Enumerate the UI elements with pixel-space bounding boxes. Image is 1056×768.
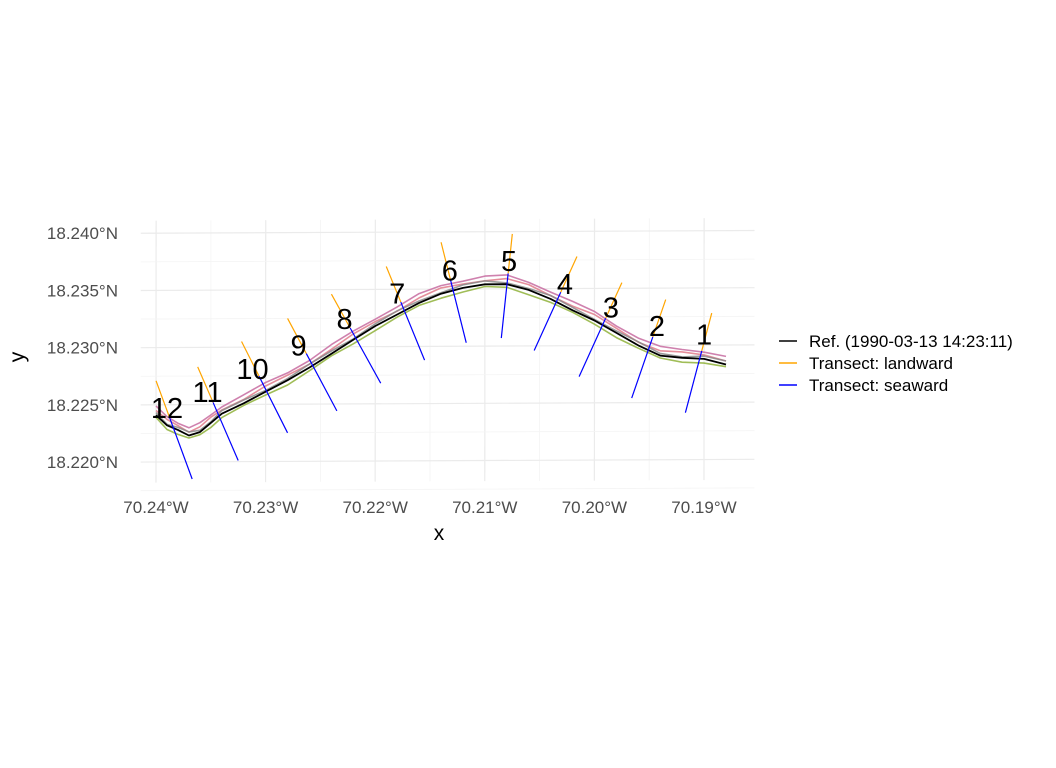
- x-tick-label: 70.22°W: [343, 498, 408, 517]
- transect-seaward: [305, 353, 338, 412]
- transect-label: 2: [649, 311, 665, 343]
- transect-label: 1: [696, 320, 712, 352]
- transect-landward: [287, 318, 307, 354]
- transect-seaward: [578, 318, 607, 377]
- legend-label: Transect: seaward: [809, 376, 948, 395]
- transect-seaward: [533, 291, 562, 351]
- y-tick-label: 18.220°N: [47, 453, 118, 472]
- legend: Ref. (1990-03-13 14:23:11) Transect: land…: [779, 332, 1013, 395]
- x-tick-label: 70.20°W: [562, 498, 627, 517]
- reference-shoreline-line: [155, 283, 727, 437]
- grid-line-horizontal: [140, 315, 755, 320]
- grid-line-horizontal: [140, 373, 755, 377]
- grid-line-horizontal: [140, 458, 755, 463]
- transect-label: 3: [603, 293, 619, 325]
- grid-lines: [140, 218, 755, 492]
- grid-line-horizontal: [140, 344, 755, 349]
- transect-landward: [507, 233, 513, 274]
- y-tick-label: 18.230°N: [47, 339, 118, 358]
- transect-label: 12: [151, 393, 183, 425]
- transects: [155, 233, 713, 480]
- x-axis-label: x: [434, 522, 445, 545]
- transect-label: 6: [442, 256, 458, 288]
- transect-seaward: [450, 280, 467, 343]
- reference-shoreline: [155, 283, 727, 437]
- grid-line-horizontal: [140, 258, 755, 263]
- transect-label: 9: [290, 331, 306, 363]
- y-tick-label: 18.235°N: [47, 281, 118, 300]
- transect-landward: [605, 282, 623, 319]
- x-tick-label: 70.19°W: [671, 498, 736, 517]
- y-axis-label: y: [6, 351, 29, 362]
- transect-landward: [560, 256, 578, 293]
- shoreline-series: [155, 277, 727, 433]
- shoreline-series: [155, 274, 727, 429]
- transect-label: 8: [337, 304, 353, 336]
- x-tick-label: 70.23°W: [233, 498, 298, 517]
- transect-seaward: [169, 417, 193, 480]
- y-tick-labels: 18.220°N 18.225°N 18.230°N 18.235°N 18.240°N: [47, 224, 118, 472]
- transect-label: 11: [192, 377, 222, 409]
- transect-landward: [241, 341, 260, 377]
- x-tick-label: 70.24°W: [123, 498, 188, 517]
- other-shorelines: [155, 274, 727, 439]
- transect-seaward: [500, 273, 509, 339]
- transect-label: 5: [501, 246, 517, 278]
- transect-seaward: [258, 375, 289, 434]
- transect-seaward: [212, 402, 239, 461]
- transect-seaward: [400, 301, 426, 361]
- y-tick-label: 18.240°N: [47, 224, 118, 243]
- grid-line-horizontal: [140, 487, 755, 492]
- shoreline-series: [155, 285, 727, 439]
- transect-seaward: [684, 350, 703, 413]
- transect-seaward: [349, 327, 382, 384]
- transect-seaward: [631, 336, 654, 399]
- transect-label: 10: [236, 354, 268, 386]
- transect-landward: [385, 266, 402, 303]
- transect-landward: [155, 380, 171, 419]
- legend-label: Ref. (1990-03-13 14:23:11): [809, 332, 1013, 351]
- y-tick-label: 18.225°N: [47, 396, 118, 415]
- grid-line-horizontal: [140, 287, 755, 292]
- transect-landward: [701, 312, 713, 352]
- transect-landward: [330, 293, 351, 329]
- x-tick-labels: 70.24°W 70.23°W 70.22°W 70.21°W 70.20°W 70.19…: [123, 498, 736, 517]
- transect-landward: [440, 242, 452, 281]
- x-tick-label: 70.21°W: [452, 498, 517, 517]
- shoreline-series: [155, 280, 727, 433]
- transect-label: 7: [389, 279, 405, 311]
- grid-line-horizontal: [140, 430, 755, 434]
- transect-landward: [197, 366, 214, 403]
- transect-label: 4: [557, 269, 573, 301]
- transect-landward: [652, 299, 667, 338]
- legend-label: Transect: landward: [809, 354, 953, 373]
- grid-line-horizontal: [140, 229, 755, 234]
